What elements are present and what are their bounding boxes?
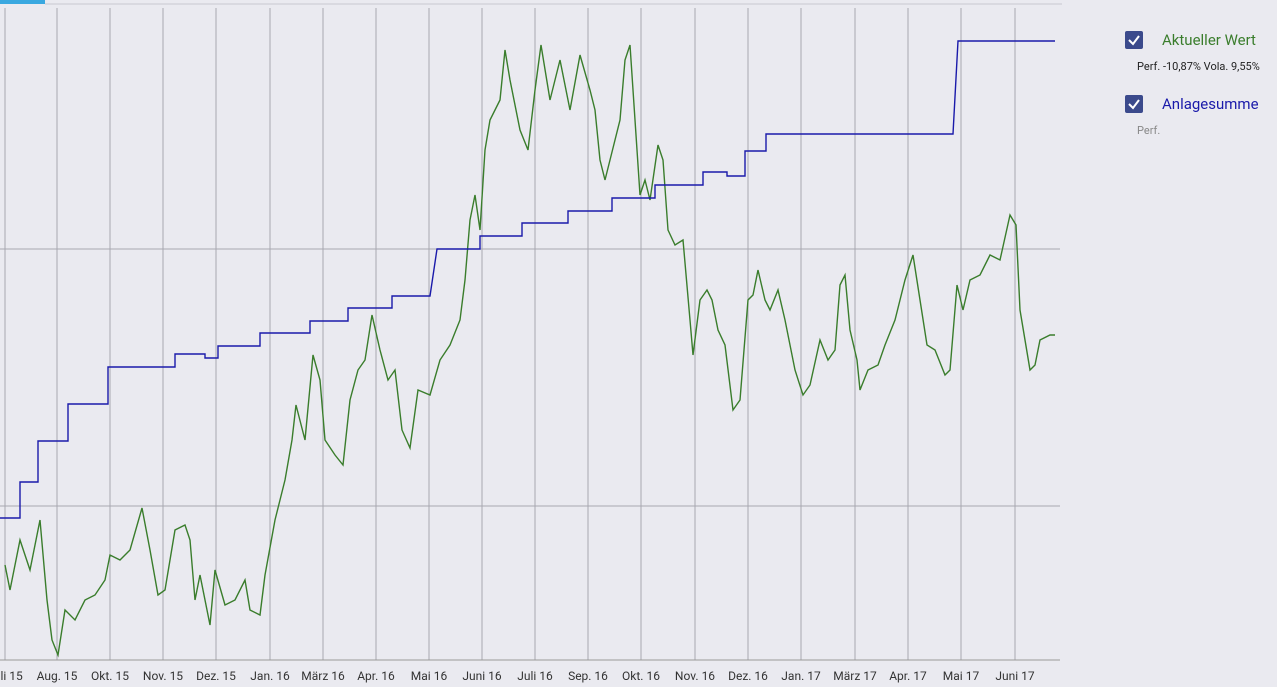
x-tick-label: Aug. 15 bbox=[37, 669, 78, 683]
legend-note: Perf. -10,87% Vola. 9,55% bbox=[1137, 60, 1260, 73]
x-tick-label: Apr. 16 bbox=[357, 669, 395, 683]
legend-label: Aktueller Wert bbox=[1162, 31, 1256, 49]
legend-checkbox[interactable] bbox=[1125, 31, 1143, 49]
x-tick-label: März 17 bbox=[833, 669, 877, 683]
x-tick-label: Apr. 17 bbox=[889, 669, 927, 683]
x-tick-label: Mai 16 bbox=[411, 669, 448, 683]
x-tick-label: Sep. 16 bbox=[568, 669, 608, 683]
x-tick-label: Juni 16 bbox=[462, 669, 502, 683]
x-tick-label: Jan. 17 bbox=[781, 669, 821, 683]
x-tick-label: Mai 17 bbox=[943, 669, 980, 683]
check-icon bbox=[1128, 35, 1140, 46]
x-tick-label: Dez. 16 bbox=[728, 669, 768, 683]
legend: Aktueller Wert Perf. -10,87% Vola. 9,55% A… bbox=[1125, 28, 1275, 156]
x-tick-label: Juli 16 bbox=[517, 669, 553, 683]
x-tick-label: Juli 15 bbox=[0, 669, 23, 683]
chart: Juli 15 Aug. 15 Okt. 15 Nov. 15 Dez. 15 Jan. … bbox=[0, 0, 1062, 683]
series-line bbox=[0, 40, 1055, 519]
x-tick-label: Juni 17 bbox=[995, 669, 1035, 683]
x-tick-label: Nov. 16 bbox=[675, 669, 715, 683]
x-tick-label: Dez. 15 bbox=[196, 669, 236, 683]
x-tick-label: Okt. 15 bbox=[91, 669, 129, 683]
x-tick-label: Jan. 16 bbox=[250, 669, 290, 683]
legend-checkbox[interactable] bbox=[1125, 95, 1143, 113]
tab-indicator bbox=[0, 0, 45, 4]
legend-label: Anlagesumme bbox=[1162, 95, 1259, 113]
x-tick-label: März 16 bbox=[301, 669, 345, 683]
x-tick-label: Nov. 15 bbox=[143, 669, 183, 683]
legend-item: Anlagesumme bbox=[1125, 92, 1275, 116]
legend-item: Aktueller Wert bbox=[1125, 28, 1275, 52]
legend-note: Perf. bbox=[1137, 124, 1161, 137]
check-icon bbox=[1128, 99, 1140, 110]
series-line bbox=[4, 44, 1055, 658]
x-tick-label: Okt. 16 bbox=[622, 669, 660, 683]
